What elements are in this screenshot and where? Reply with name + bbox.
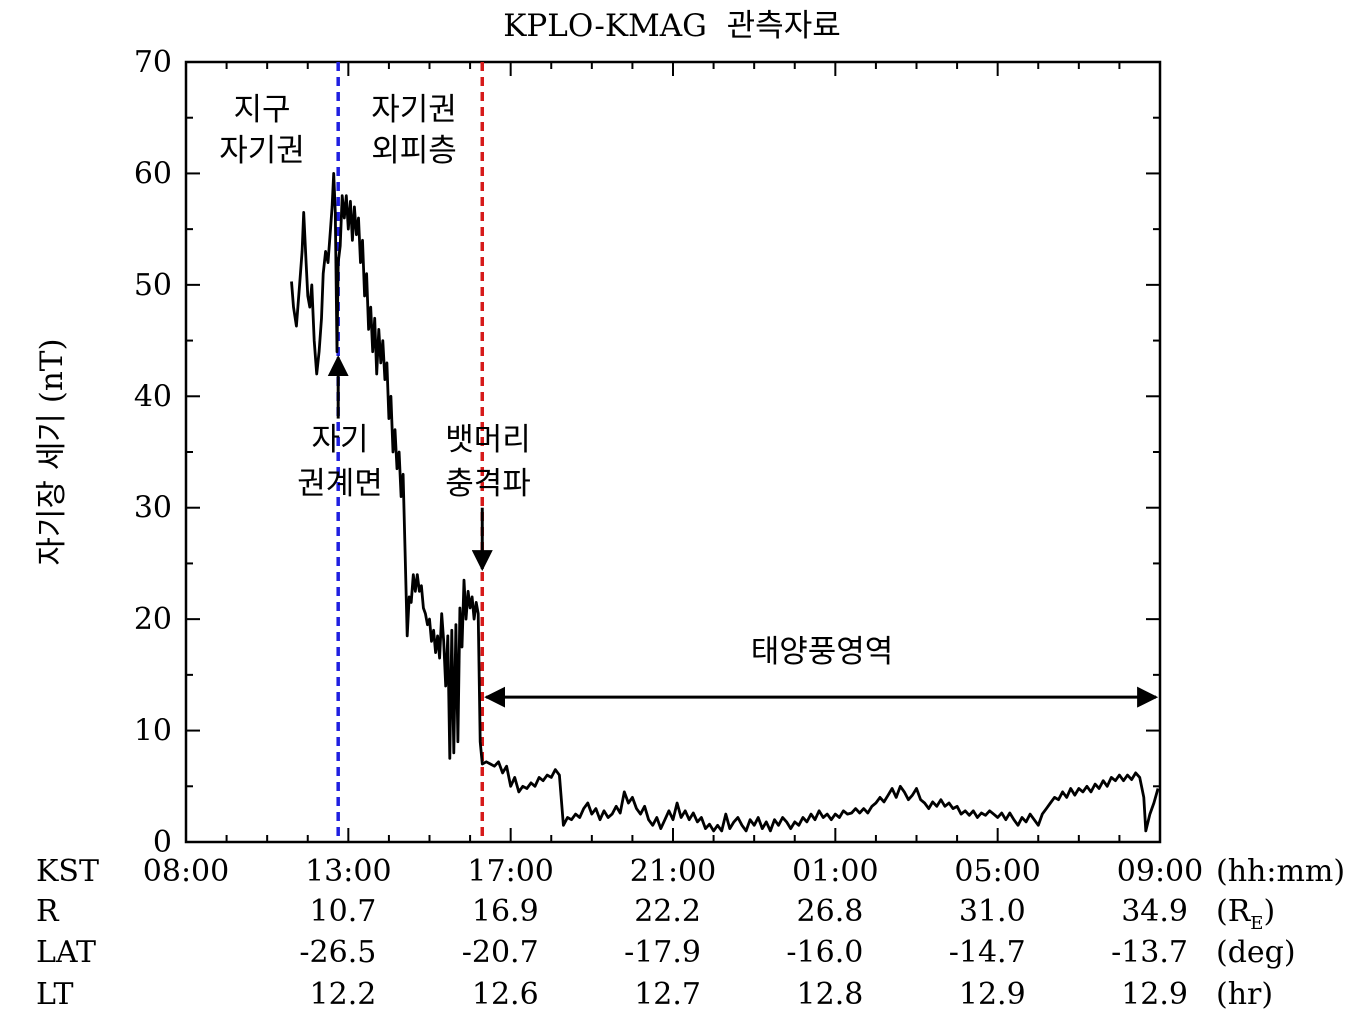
x-tick-label: 13:00 (305, 854, 391, 889)
magnetopause-label-1: 자기 (311, 422, 368, 458)
y-tick-label: 30 (134, 491, 172, 526)
y-tick-label: 40 (134, 379, 172, 414)
row-value-lat: -20.7 (462, 935, 539, 970)
bow-shock-label-1: 뱃머리 (445, 422, 531, 458)
plot-area: 0 10 20 30 40 50 60 70 (134, 45, 1162, 860)
y-tick-label: 0 (153, 825, 172, 860)
row-value-r: 16.9 (472, 894, 539, 929)
solar-wind-label: 태양풍영역 (751, 634, 894, 670)
y-axis-label: 자기장 세기 (nT) (34, 338, 70, 565)
row-label-kst: KST (36, 854, 99, 889)
row-value-lat: -14.7 (949, 935, 1026, 970)
x-tick-label: 17:00 (467, 854, 553, 889)
row-label-r: R (36, 894, 60, 929)
magnetopause-label-2: 권계면 (297, 466, 383, 502)
row-value-r: 22.2 (634, 894, 701, 929)
magnetosheath-label-2: 외피층 (371, 133, 457, 169)
x-tick-label: 08:00 (143, 854, 229, 889)
y-tick-label: 10 (134, 714, 172, 749)
row-value-lt: 12.7 (634, 977, 701, 1012)
row-label-lt: LT (36, 977, 74, 1012)
y-tick-label: 70 (134, 45, 172, 80)
x-tick-label: 01:00 (792, 854, 878, 889)
row-value-lat: -13.7 (1111, 935, 1188, 970)
y-tick-label: 20 (134, 602, 172, 637)
row-value-r: 34.9 (1121, 894, 1188, 929)
bow-shock-label-2: 충격파 (445, 466, 531, 502)
row-value-lt: 12.9 (1121, 977, 1188, 1012)
row-value-r: 31.0 (959, 894, 1026, 929)
row-label-lat: LAT (36, 935, 96, 970)
ephemeris-rows: KST 08:00 13:00 17:00 21:00 01:00 05:00 09:00 (h… (36, 854, 1345, 1012)
row-value-lt: 12.6 (472, 977, 539, 1012)
row-unit-close: ) (1263, 894, 1275, 929)
row-unit-kst: (hh:mm) (1216, 854, 1345, 889)
x-tick-label: 09:00 (1117, 854, 1203, 889)
row-value-lt: 12.2 (310, 977, 377, 1012)
x-tick-label: 21:00 (630, 854, 716, 889)
row-unit-subscript: E (1250, 913, 1263, 934)
row-value-lat: -16.0 (786, 935, 863, 970)
row-value-lt: 12.9 (959, 977, 1026, 1012)
row-value-r: 10.7 (310, 894, 377, 929)
row-value-lat: -26.5 (299, 935, 376, 970)
y-tick-label: 60 (134, 156, 172, 191)
row-unit-lat: (deg) (1216, 935, 1296, 970)
row-unit-r: (RE) (1216, 894, 1275, 934)
magnetosheath-label-1: 자기권 (371, 92, 457, 128)
row-unit-lt: (hr) (1216, 977, 1273, 1012)
row-value-r: 26.8 (797, 894, 864, 929)
row-value-lat: -17.9 (624, 935, 701, 970)
magnetic-field-series (290, 172, 1160, 833)
y-tick-label: 50 (134, 268, 172, 303)
earth-magnetosphere-label-2: 자기권 (219, 133, 305, 169)
chart-title: KPLO-KMAG 관측자료 (503, 8, 840, 44)
row-value-lt: 12.8 (797, 977, 864, 1012)
x-tick-label: 05:00 (954, 854, 1040, 889)
earth-magnetosphere-label-1: 지구 (233, 92, 290, 128)
